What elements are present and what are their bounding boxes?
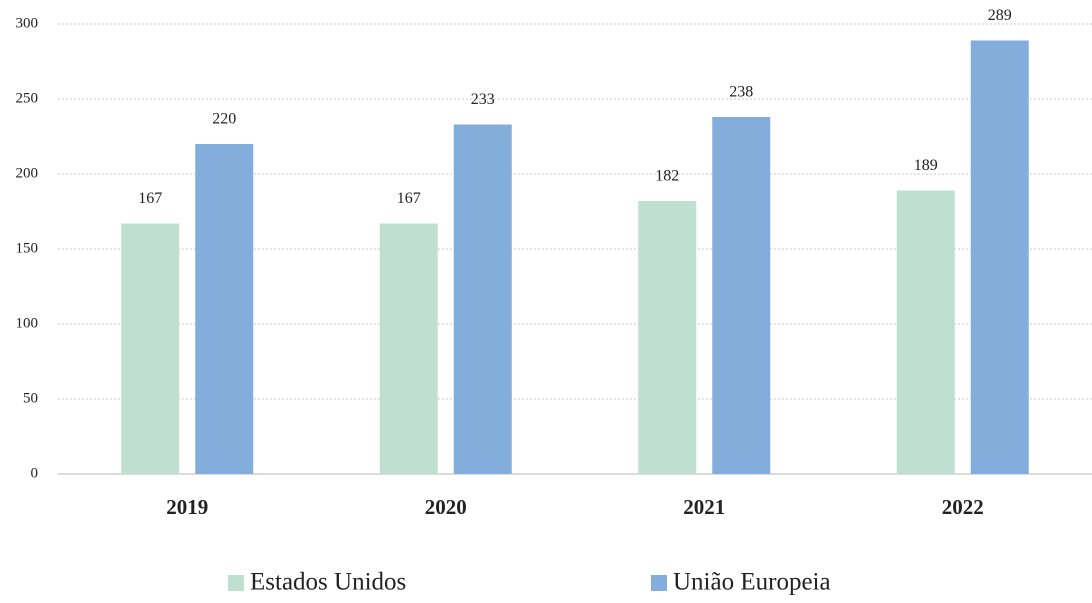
- data-label: 167: [138, 190, 162, 207]
- bar: [638, 201, 697, 474]
- y-tick-label: 100: [16, 315, 39, 331]
- bar: [712, 117, 771, 474]
- y-tick-label: 250: [16, 90, 39, 106]
- data-label: 289: [988, 7, 1012, 24]
- bar: [453, 124, 512, 474]
- y-tick-label: 150: [16, 240, 39, 256]
- y-tick-label: 0: [31, 465, 39, 481]
- data-label: 182: [655, 168, 679, 185]
- x-tick-label: 2020: [425, 495, 467, 519]
- data-label: 189: [914, 157, 938, 174]
- y-tick-label: 200: [16, 165, 39, 181]
- legend-label: Estados Unidos: [250, 569, 406, 596]
- bar: [379, 223, 438, 474]
- bar: [896, 190, 955, 474]
- bar: [121, 223, 180, 474]
- x-tick-label: 2019: [166, 495, 208, 519]
- x-tick-label: 2021: [683, 495, 725, 519]
- y-tick-label: 300: [16, 15, 39, 31]
- legend-label: União Europeia: [673, 569, 831, 596]
- data-label: 220: [212, 111, 236, 128]
- data-label: 233: [471, 91, 495, 108]
- y-tick-label: 50: [23, 390, 38, 406]
- x-tick-label: 2022: [942, 495, 984, 519]
- data-label: 238: [729, 84, 753, 101]
- legend-swatch: [651, 575, 667, 591]
- legend-swatch: [228, 575, 244, 591]
- data-label: 167: [397, 190, 421, 207]
- bar: [970, 40, 1029, 474]
- bar: [195, 144, 254, 474]
